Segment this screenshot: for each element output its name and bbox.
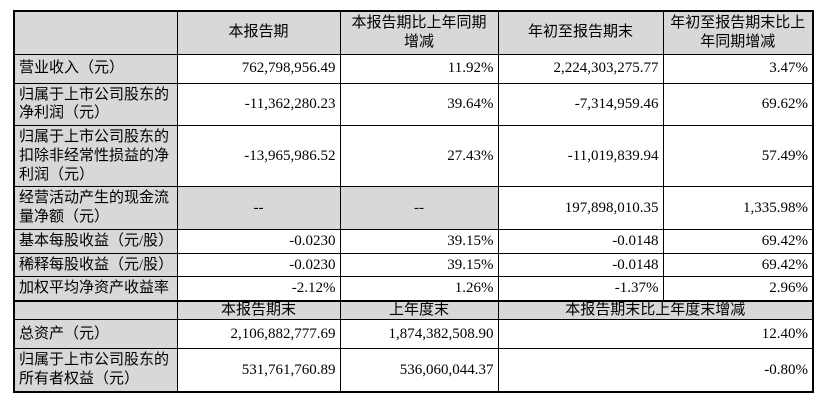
row-label: 归属于上市公司股东的净利润（元） [13, 82, 178, 126]
table-row-operating-cash-flow: 经营活动产生的现金流量净额（元） -- -- 197,898,010.35 1,… [13, 186, 814, 230]
cell-value: -0.80% [497, 348, 814, 393]
header-ytd: 年初至报告期末 [497, 10, 664, 55]
cell-value: -2.12% [176, 276, 341, 302]
row-label: 基本每股收益（元/股） [13, 228, 178, 254]
cell-value: 197,898,010.35 [497, 186, 664, 230]
cell-value: 1.26% [339, 276, 499, 302]
cell-value: 531,761,760.89 [176, 348, 341, 393]
header-prev-year-end: 上年度末 [339, 300, 499, 321]
table-row-net-profit: 归属于上市公司股东的净利润（元） -11,362,280.23 39.64% -… [13, 82, 814, 126]
cell-value: 1,335.98% [662, 186, 814, 230]
cell-value: 2,224,303,275.77 [497, 53, 664, 84]
cell-value: 39.15% [339, 228, 499, 254]
cell-value: 3.47% [662, 53, 814, 84]
cell-value: 762,798,956.49 [176, 53, 341, 84]
cell-value: 39.64% [339, 82, 499, 126]
cell-value: -11,019,839.94 [497, 124, 664, 188]
header-period-end-change: 本报告期末比上年度末增减 [497, 300, 814, 321]
cell-value: 12.40% [497, 319, 814, 350]
cell-value: -- [176, 186, 341, 230]
financial-summary-table: 本报告期 本报告期比上年同期增减 年初至报告期末 年初至报告期末比上年同期增减 … [13, 10, 814, 393]
table-row-revenue: 营业收入（元） 762,798,956.49 11.92% 2,224,303,… [13, 53, 814, 84]
row-label: 加权平均净资产收益率 [13, 276, 178, 302]
table-row-owners-equity: 归属于上市公司股东的所有者权益（元） 531,761,760.89 536,06… [13, 348, 814, 393]
row-label: 归属于上市公司股东的扣除非经常性损益的净利润（元） [13, 124, 178, 188]
financial-summary-section: 本报告期 本报告期比上年同期增减 年初至报告期末 年初至报告期末比上年同期增减 … [13, 10, 814, 393]
header-current-period-yoy: 本报告期比上年同期增减 [339, 10, 499, 55]
cell-value: 69.62% [662, 82, 814, 126]
row-label: 归属于上市公司股东的所有者权益（元） [13, 348, 178, 393]
cell-value: 39.15% [339, 252, 499, 278]
cell-value: -0.0230 [176, 252, 341, 278]
header-row-1: 本报告期 本报告期比上年同期增减 年初至报告期末 年初至报告期末比上年同期增减 [13, 10, 814, 55]
header-period-end: 本报告期末 [176, 300, 341, 321]
cell-value: 536,060,044.37 [339, 348, 499, 393]
cell-value: -7,314,959.46 [497, 82, 664, 126]
cell-value: -- [339, 186, 499, 230]
header-corner-2 [13, 300, 178, 321]
cell-value: -11,362,280.23 [176, 82, 341, 126]
row-label: 稀释每股收益（元/股） [13, 252, 178, 278]
cell-value: 1,874,382,508.90 [339, 319, 499, 350]
cell-value: -0.0230 [176, 228, 341, 254]
header-ytd-yoy: 年初至报告期末比上年同期增减 [662, 10, 814, 55]
header-row-2: 本报告期末 上年度末 本报告期末比上年度末增减 [13, 300, 814, 321]
cell-value: 2.96% [662, 276, 814, 302]
cell-value: 57.49% [662, 124, 814, 188]
cell-value: -0.0148 [497, 252, 664, 278]
cell-value: -1.37% [497, 276, 664, 302]
row-label: 营业收入（元） [13, 53, 178, 84]
cell-value: 27.43% [339, 124, 499, 188]
cell-value: 69.42% [662, 252, 814, 278]
table-row-total-assets: 总资产（元） 2,106,882,777.69 1,874,382,508.90… [13, 319, 814, 350]
row-label: 总资产（元） [13, 319, 178, 350]
header-corner [13, 10, 178, 55]
cell-value: 11.92% [339, 53, 499, 84]
cell-value: -13,965,986.52 [176, 124, 341, 188]
cell-value: 2,106,882,777.69 [176, 319, 341, 350]
cell-value: -0.0148 [497, 228, 664, 254]
cell-value: 69.42% [662, 228, 814, 254]
table-row-weighted-avg-roe: 加权平均净资产收益率 -2.12% 1.26% -1.37% 2.96% [13, 276, 814, 302]
row-label: 经营活动产生的现金流量净额（元） [13, 186, 178, 230]
header-current-period: 本报告期 [176, 10, 341, 55]
table-row-basic-eps: 基本每股收益（元/股） -0.0230 39.15% -0.0148 69.42… [13, 228, 814, 254]
table-row-net-profit-excl-nonrecurring: 归属于上市公司股东的扣除非经常性损益的净利润（元） -13,965,986.52… [13, 124, 814, 188]
table-row-diluted-eps: 稀释每股收益（元/股） -0.0230 39.15% -0.0148 69.42… [13, 252, 814, 278]
